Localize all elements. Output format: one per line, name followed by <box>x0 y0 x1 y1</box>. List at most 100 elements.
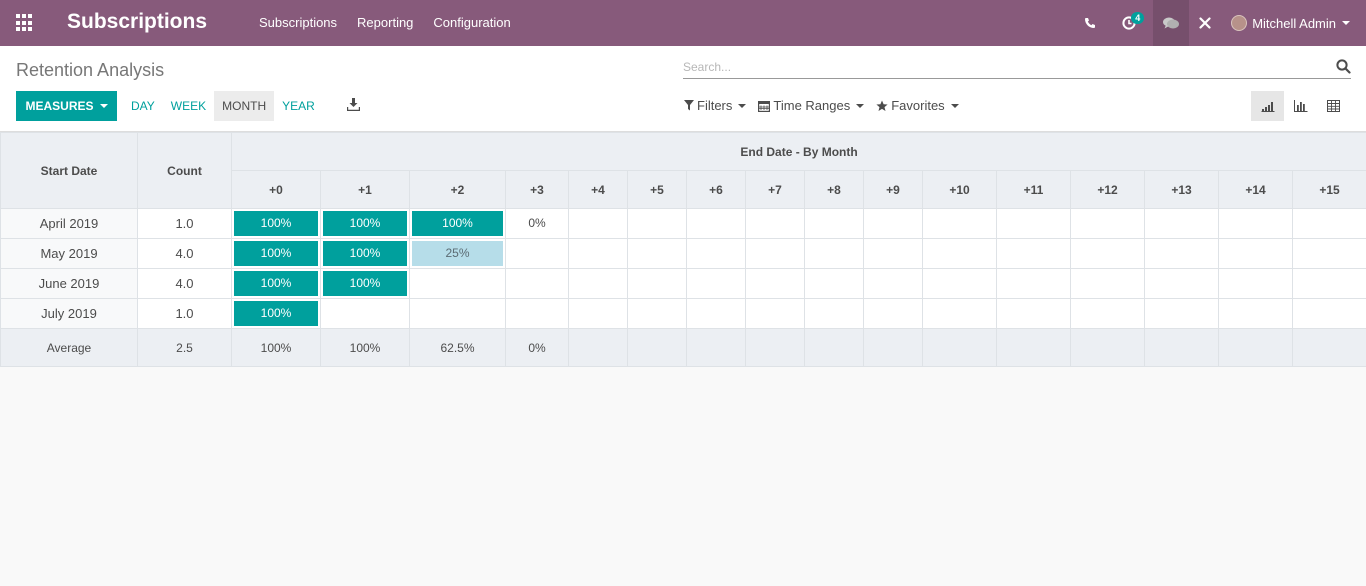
retention-cell <box>922 268 997 299</box>
retention-cell <box>1070 208 1145 239</box>
interval-year[interactable]: YEAR <box>282 99 315 113</box>
interval-column-header: +5 <box>627 170 687 209</box>
retention-value[interactable]: 25% <box>412 241 503 266</box>
start-date-header: Start Date <box>0 132 138 209</box>
retention-value[interactable]: 100% <box>323 241 407 266</box>
retention-value[interactable]: 100% <box>323 271 407 296</box>
main-menu: Subscriptions Reporting Configuration <box>259 15 511 30</box>
interval-column-header: +1 <box>320 170 410 209</box>
retention-cell <box>568 238 628 269</box>
debug-tools-icon[interactable] <box>1189 0 1221 46</box>
top-navbar: Subscriptions Subscriptions Reporting Co… <box>0 0 1366 46</box>
retention-cell <box>505 298 569 329</box>
download-icon[interactable] <box>346 98 361 114</box>
search-bar <box>683 56 1351 79</box>
average-cell: 62.5% <box>409 328 506 367</box>
row-count: 1.0 <box>137 208 232 239</box>
retention-cell: 100% <box>320 208 410 239</box>
cohort-view-icon[interactable] <box>1251 91 1284 121</box>
table-row[interactable]: June 2019 4.0 100% 100% <box>0 268 1366 299</box>
user-menu[interactable]: Mitchell Admin <box>1231 15 1350 31</box>
phone-icon[interactable] <box>1075 0 1105 46</box>
row-count: 1.0 <box>137 298 232 329</box>
average-row: Average 2.5 100% 100% 62.5% 0% <box>0 328 1366 367</box>
page-title: Retention Analysis <box>16 60 165 80</box>
chevron-down-icon <box>950 103 959 108</box>
retention-cell <box>1218 208 1293 239</box>
average-cell <box>745 328 805 367</box>
table-row[interactable]: April 2019 1.0 100% 100% 100% 0% <box>0 208 1366 239</box>
filter-icon <box>684 100 694 111</box>
chevron-down-icon <box>856 103 865 108</box>
apps-menu-icon[interactable] <box>16 14 34 32</box>
retention-cell <box>1291 238 1366 269</box>
retention-cell <box>1218 238 1293 269</box>
retention-cell <box>686 208 746 239</box>
menu-reporting[interactable]: Reporting <box>357 15 414 30</box>
app-brand[interactable]: Subscriptions <box>67 10 208 33</box>
retention-cell <box>804 238 864 269</box>
retention-cell: 100% <box>320 268 410 299</box>
search-options: Filters Time Ranges Favorites <box>684 98 959 113</box>
measures-label: MEASURES <box>25 99 94 113</box>
chevron-down-icon <box>99 104 108 108</box>
retention-cell: 100% <box>409 208 506 239</box>
retention-value[interactable]: 0% <box>528 216 546 230</box>
retention-value[interactable]: 100% <box>234 301 318 326</box>
retention-cell <box>863 208 923 239</box>
retention-value[interactable]: 100% <box>234 271 318 296</box>
interval-column-header: +10 <box>922 170 997 209</box>
retention-cell <box>568 208 628 239</box>
interval-selector: DAY WEEK MONTH YEAR <box>123 91 323 121</box>
menu-subscriptions[interactable]: Subscriptions <box>259 15 338 30</box>
favorites-label: Favorites <box>891 98 945 113</box>
row-count: 4.0 <box>137 268 232 299</box>
retention-value[interactable]: 100% <box>323 211 407 236</box>
interval-month[interactable]: MONTH <box>214 91 275 121</box>
retention-value[interactable]: 100% <box>234 241 318 266</box>
search-icon[interactable] <box>1336 59 1351 77</box>
average-cell <box>686 328 746 367</box>
retention-cell <box>627 298 687 329</box>
chat-icon[interactable] <box>1153 0 1190 46</box>
star-icon <box>876 100 888 111</box>
interval-week[interactable]: WEEK <box>170 99 207 113</box>
interval-day[interactable]: DAY <box>131 99 155 113</box>
menu-configuration[interactable]: Configuration <box>433 15 511 30</box>
activity-clock-icon[interactable]: 4 <box>1111 0 1147 46</box>
interval-column-header: +11 <box>996 170 1071 209</box>
average-cell: 100% <box>231 328 321 367</box>
retention-cell: 100% <box>231 268 321 299</box>
favorites-dropdown[interactable]: Favorites <box>876 98 959 113</box>
table-row[interactable]: May 2019 4.0 100% 100% 25% <box>0 238 1366 269</box>
retention-cell <box>568 268 628 299</box>
average-cell <box>1070 328 1145 367</box>
retention-cell <box>996 238 1071 269</box>
retention-cell <box>804 208 864 239</box>
graph-view-icon[interactable] <box>1284 91 1317 121</box>
time-ranges-dropdown[interactable]: Time Ranges <box>758 98 865 113</box>
retention-cell <box>922 298 997 329</box>
retention-cell <box>863 238 923 269</box>
retention-cell <box>863 298 923 329</box>
cohort-table: Start Date Count End Date - By Month +0 +… <box>0 132 1366 367</box>
retention-cell <box>745 208 805 239</box>
filters-dropdown[interactable]: Filters <box>684 98 747 113</box>
end-date-group-header: End Date - By Month <box>230 132 1366 171</box>
retention-value[interactable]: 100% <box>412 211 503 236</box>
retention-cell <box>1291 268 1366 299</box>
count-header: Count <box>137 132 232 209</box>
retention-cell <box>1144 208 1219 239</box>
retention-cell <box>1218 268 1293 299</box>
chevron-down-icon <box>738 103 747 108</box>
retention-cell <box>863 268 923 299</box>
search-input[interactable] <box>683 56 1323 78</box>
retention-cell: 100% <box>320 238 410 269</box>
table-row[interactable]: July 2019 1.0 100% <box>0 298 1366 329</box>
measures-button[interactable]: MEASURES <box>16 91 117 121</box>
retention-value[interactable]: 100% <box>234 211 318 236</box>
retention-cell <box>505 268 569 299</box>
pivot-view-icon[interactable] <box>1317 91 1350 121</box>
view-switcher <box>1251 91 1350 121</box>
average-cell <box>996 328 1071 367</box>
